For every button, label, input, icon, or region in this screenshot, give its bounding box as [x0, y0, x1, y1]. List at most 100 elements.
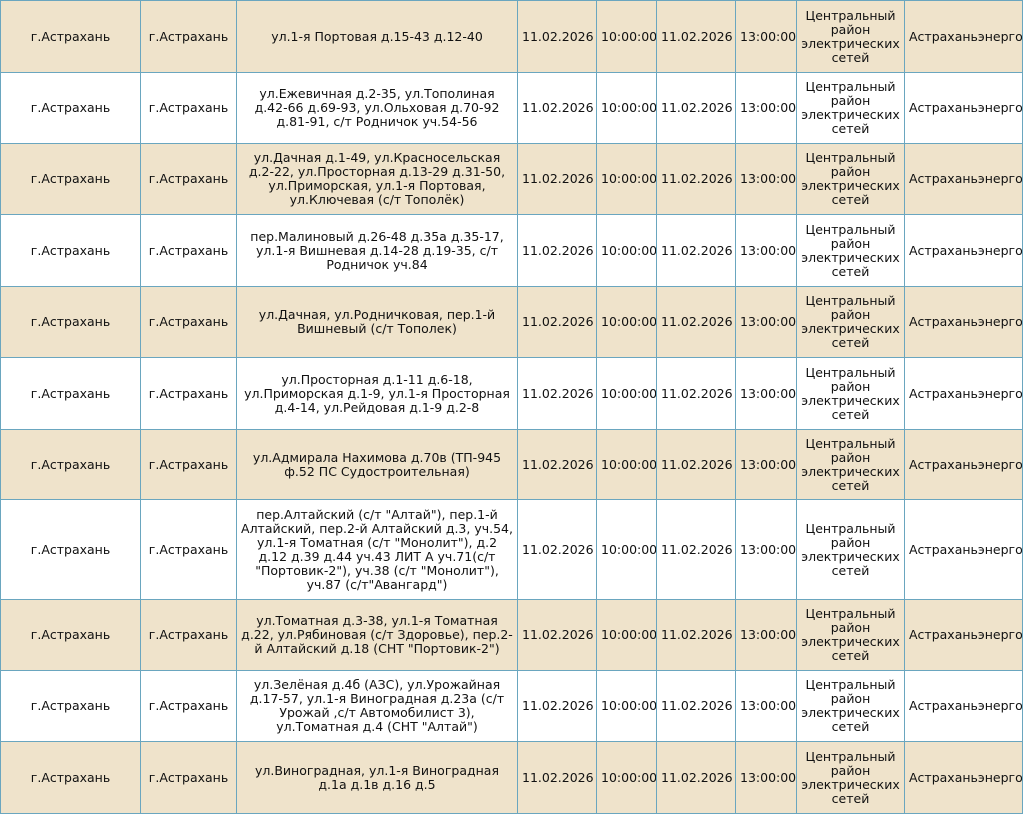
- table-cell: Центральный район электрических сетей: [796, 0, 905, 73]
- table-cell: г.Астрахань: [0, 214, 141, 287]
- table-cell: ул.Дачная, ул.Родничковая, пер.1-й Вишне…: [236, 286, 518, 358]
- table-cell: г.Астрахань: [140, 357, 237, 430]
- table-cell: г.Астрахань: [0, 357, 141, 430]
- table-cell: ул.Виноградная, ул.1-я Виноградная д.1а …: [236, 741, 518, 814]
- table-cell: г.Астрахань: [0, 599, 141, 671]
- table-cell: 13:00:00: [735, 72, 797, 144]
- table-row: г.Астрахань г.Астрахань ул.Адмирала Нахимо…: [0, 429, 1023, 500]
- table-cell: 10:00:00: [596, 0, 657, 73]
- table-row: г.Астрахань г.Астрахань ул.Томатная д.3-38…: [0, 599, 1023, 671]
- table-cell: г.Астрахань: [140, 599, 237, 671]
- table-cell: Центральный район электрических сетей: [796, 741, 905, 814]
- table-cell: 11.02.2026: [517, 0, 597, 73]
- table-cell: г.Астрахань: [140, 72, 237, 144]
- table-cell: 10:00:00: [596, 72, 657, 144]
- table-cell: г.Астрахань: [0, 741, 141, 814]
- table-cell: 10:00:00: [596, 741, 657, 814]
- table-cell: Астраханьэнерго: [904, 429, 1023, 500]
- table-cell: 11.02.2026: [517, 143, 597, 215]
- table-cell: Центральный район электрических сетей: [796, 429, 905, 500]
- table-cell: 10:00:00: [596, 429, 657, 500]
- table-cell: г.Астрахань: [0, 143, 141, 215]
- table-cell: 13:00:00: [735, 0, 797, 73]
- table-cell: 11.02.2026: [517, 72, 597, 144]
- table-cell: г.Астрахань: [0, 286, 141, 358]
- table-cell: 10:00:00: [596, 670, 657, 742]
- table-cell: 11.02.2026: [656, 0, 736, 73]
- table-cell: 13:00:00: [735, 214, 797, 287]
- table-cell: 11.02.2026: [517, 286, 597, 358]
- table-row: г.Астрахань г.Астрахань ул.1-я Портовая д.…: [0, 0, 1023, 73]
- table-cell: г.Астрахань: [0, 670, 141, 742]
- table-cell: пер.Алтайский (с/т "Алтай"), пер.1-й Алт…: [236, 499, 518, 600]
- table-cell: Центральный район электрических сетей: [796, 72, 905, 144]
- table-cell: г.Астрахань: [0, 499, 141, 600]
- table-row: г.Астрахань г.Астрахань ул.Дачная д.1-49, …: [0, 143, 1023, 215]
- table-cell: 11.02.2026: [517, 429, 597, 500]
- table-cell: 11.02.2026: [517, 741, 597, 814]
- table-cell: ул.Томатная д.3-38, ул.1-я Томатная д.22…: [236, 599, 518, 671]
- table-cell: Астраханьэнерго: [904, 214, 1023, 287]
- table-cell: ул.Ежевичная д.2-35, ул.Тополиная д.42-6…: [236, 72, 518, 144]
- table-cell: 13:00:00: [735, 499, 797, 600]
- table-cell: 11.02.2026: [517, 499, 597, 600]
- table-cell: 13:00:00: [735, 286, 797, 358]
- table-cell: 11.02.2026: [656, 670, 736, 742]
- table-cell: Астраханьэнерго: [904, 72, 1023, 144]
- table-cell: 11.02.2026: [517, 357, 597, 430]
- table-cell: 11.02.2026: [517, 670, 597, 742]
- table-cell: Астраханьэнерго: [904, 670, 1023, 742]
- table-row: г.Астрахань г.Астрахань ул.Просторная д.1-…: [0, 357, 1023, 430]
- table-row: г.Астрахань г.Астрахань ул.Ежевичная д.2-3…: [0, 72, 1023, 144]
- table-cell: 11.02.2026: [656, 741, 736, 814]
- table-cell: 11.02.2026: [656, 499, 736, 600]
- table-cell: г.Астрахань: [140, 0, 237, 73]
- table-cell: 10:00:00: [596, 599, 657, 671]
- table-cell: Астраханьэнерго: [904, 0, 1023, 73]
- table-cell: 11.02.2026: [656, 143, 736, 215]
- table-cell: Центральный район электрических сетей: [796, 499, 905, 600]
- table-cell: г.Астрахань: [0, 429, 141, 500]
- table-cell: г.Астрахань: [140, 214, 237, 287]
- table-cell: ул.1-я Портовая д.15-43 д.12-40: [236, 0, 518, 73]
- table-cell: Центральный район электрических сетей: [796, 286, 905, 358]
- table-cell: 10:00:00: [596, 499, 657, 600]
- table-cell: Центральный район электрических сетей: [796, 357, 905, 430]
- table-cell: 13:00:00: [735, 599, 797, 671]
- table-cell: ул.Зелёная д.4б (АЗС), ул.Урожайная д.17…: [236, 670, 518, 742]
- table-cell: ул.Просторная д.1-11 д.6-18, ул.Приморск…: [236, 357, 518, 430]
- table-cell: 13:00:00: [735, 357, 797, 430]
- table-cell: г.Астрахань: [140, 143, 237, 215]
- table-row: г.Астрахань г.Астрахань ул.Дачная, ул.Родн…: [0, 286, 1023, 358]
- table-cell: Центральный район электрических сетей: [796, 143, 905, 215]
- table-cell: 11.02.2026: [656, 357, 736, 430]
- table-cell: 11.02.2026: [656, 214, 736, 287]
- table-cell: ул.Адмирала Нахимова д.70в (ТП-945 ф.52 …: [236, 429, 518, 500]
- table-cell: 11.02.2026: [517, 214, 597, 287]
- table-cell: Астраханьэнерго: [904, 499, 1023, 600]
- table-cell: г.Астрахань: [0, 0, 141, 73]
- table-row: г.Астрахань г.Астрахань пер.Малиновый д.26…: [0, 214, 1023, 287]
- table-row: г.Астрахань г.Астрахань ул.Виноградная, ул…: [0, 741, 1023, 814]
- table-cell: ул.Дачная д.1-49, ул.Красносельская д.2-…: [236, 143, 518, 215]
- table-cell: 11.02.2026: [656, 599, 736, 671]
- table-cell: г.Астрахань: [140, 670, 237, 742]
- table-cell: 11.02.2026: [656, 286, 736, 358]
- table-cell: 13:00:00: [735, 670, 797, 742]
- table-cell: Астраханьэнерго: [904, 286, 1023, 358]
- table-cell: г.Астрахань: [140, 499, 237, 600]
- table-cell: пер.Малиновый д.26-48 д.35а д.35-17, ул.…: [236, 214, 518, 287]
- table-cell: г.Астрахань: [0, 72, 141, 144]
- table-cell: Астраханьэнерго: [904, 357, 1023, 430]
- table-cell: 10:00:00: [596, 143, 657, 215]
- table-cell: 13:00:00: [735, 429, 797, 500]
- table-cell: 13:00:00: [735, 741, 797, 814]
- table-cell: 13:00:00: [735, 143, 797, 215]
- table-cell: 10:00:00: [596, 357, 657, 430]
- table-row: г.Астрахань г.Астрахань ул.Зелёная д.4б (А…: [0, 670, 1023, 742]
- table-cell: Центральный район электрических сетей: [796, 670, 905, 742]
- table-cell: Астраханьэнерго: [904, 599, 1023, 671]
